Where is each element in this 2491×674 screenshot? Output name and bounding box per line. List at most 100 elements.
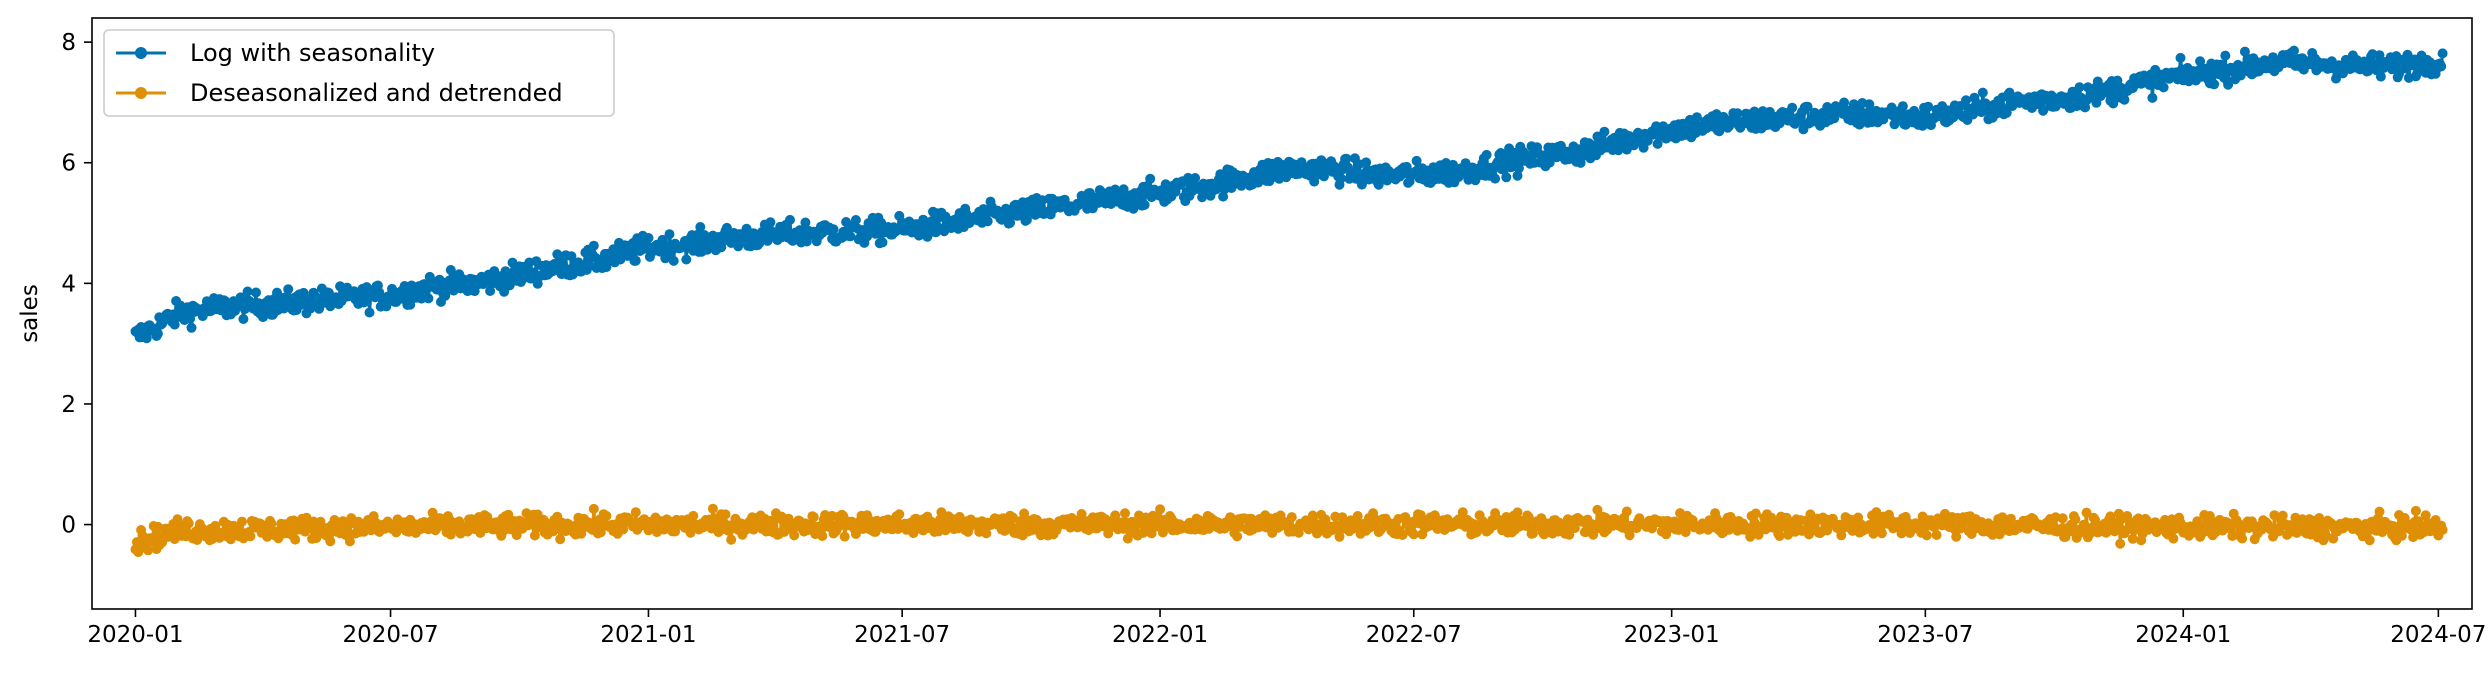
data-point	[926, 216, 937, 227]
data-point	[1319, 171, 1329, 182]
data-point	[2115, 538, 2126, 549]
y-tick-label: 4	[61, 271, 76, 297]
data-point	[1501, 172, 1512, 183]
data-point	[2005, 513, 2016, 524]
data-point	[2374, 506, 2385, 517]
data-point	[785, 214, 795, 225]
data-point	[2237, 533, 2248, 544]
data-point	[808, 512, 819, 523]
x-tick-label: 2023-01	[1624, 622, 1720, 648]
legend-box	[103, 29, 615, 117]
data-point	[2127, 533, 2138, 544]
data-point	[1680, 527, 1691, 538]
data-point	[726, 534, 737, 545]
data-point	[1411, 155, 1422, 166]
data-point	[1864, 99, 1875, 110]
data-point	[707, 503, 718, 514]
data-point	[1621, 506, 1632, 517]
data-point	[2147, 92, 2158, 103]
data-point	[283, 284, 294, 295]
data-point	[845, 231, 856, 242]
data-point	[1005, 217, 1016, 228]
data-point	[1592, 504, 1603, 515]
data-point	[2437, 48, 2448, 59]
data-point	[169, 319, 180, 330]
data-point	[828, 224, 839, 235]
data-point	[1512, 507, 1523, 518]
data-point	[630, 255, 641, 266]
data-point	[2220, 50, 2231, 61]
data-point	[1320, 514, 1331, 525]
data-point	[695, 222, 706, 232]
x-axis: 2020-01 2020-07 2021-01 2021-07 2022-01 2022-…	[87, 609, 2486, 648]
data-point	[1861, 108, 1872, 119]
series-deseasonalized-detrended	[130, 503, 2448, 558]
data-point	[601, 510, 612, 521]
data-point	[2328, 533, 2339, 544]
data-point	[1021, 214, 1032, 225]
data-point	[2057, 513, 2068, 524]
data-point	[1527, 528, 1538, 539]
data-point	[2269, 510, 2280, 521]
x-tick-label: 2024-01	[2135, 622, 2231, 648]
data-point	[2277, 510, 2288, 521]
data-point	[1732, 108, 1743, 119]
data-point	[2223, 79, 2234, 90]
data-point	[1490, 173, 1501, 184]
data-point	[2001, 107, 2012, 118]
data-point	[183, 518, 194, 529]
data-point	[1897, 101, 1908, 112]
data-point	[720, 509, 731, 520]
data-point	[1750, 508, 1761, 519]
x-tick-label: 2022-01	[1112, 622, 1208, 648]
data-point	[2436, 61, 2447, 72]
data-point	[1829, 113, 1840, 124]
data-point	[1774, 531, 1785, 541]
data-point	[2402, 49, 2413, 60]
data-point	[2158, 82, 2169, 93]
data-point	[2092, 76, 2103, 87]
data-point	[1337, 512, 1348, 523]
data-point	[630, 507, 641, 518]
data-point	[668, 255, 679, 266]
data-point	[2070, 514, 2081, 525]
data-point	[242, 286, 253, 297]
data-point	[2374, 50, 2385, 61]
data-point	[1341, 153, 1352, 164]
data-point	[643, 233, 654, 243]
data-point	[2004, 87, 2015, 98]
data-point	[981, 528, 992, 539]
x-tick-label: 2022-07	[1366, 622, 1462, 648]
data-point	[2074, 82, 2085, 93]
data-point	[1951, 531, 1962, 542]
data-point	[1977, 87, 1988, 98]
data-point	[405, 299, 416, 310]
x-tick-label: 2020-07	[342, 622, 438, 648]
x-tick-label: 2021-07	[854, 622, 950, 648]
data-point	[325, 536, 336, 547]
data-point	[789, 530, 800, 541]
data-point	[237, 516, 247, 527]
data-point	[1931, 530, 1942, 540]
data-point	[344, 536, 355, 547]
data-point	[1457, 507, 1468, 518]
data-point	[1139, 199, 1150, 210]
x-tick-label: 2020-01	[87, 622, 183, 648]
data-point	[1120, 508, 1130, 519]
data-point	[2102, 87, 2113, 98]
data-point	[239, 304, 250, 315]
data-point	[143, 545, 154, 556]
data-point	[1115, 192, 1126, 203]
data-point	[238, 314, 249, 324]
data-point	[2168, 533, 2179, 544]
data-point	[152, 328, 163, 339]
data-point	[1512, 170, 1523, 181]
data-point	[2081, 507, 2092, 518]
legend-label: Deseasonalized and detrended	[190, 79, 563, 107]
x-tick-label: 2023-07	[1877, 622, 1973, 648]
data-point	[566, 251, 577, 262]
data-point	[765, 217, 776, 228]
data-point	[2195, 56, 2206, 67]
data-point	[588, 503, 599, 514]
